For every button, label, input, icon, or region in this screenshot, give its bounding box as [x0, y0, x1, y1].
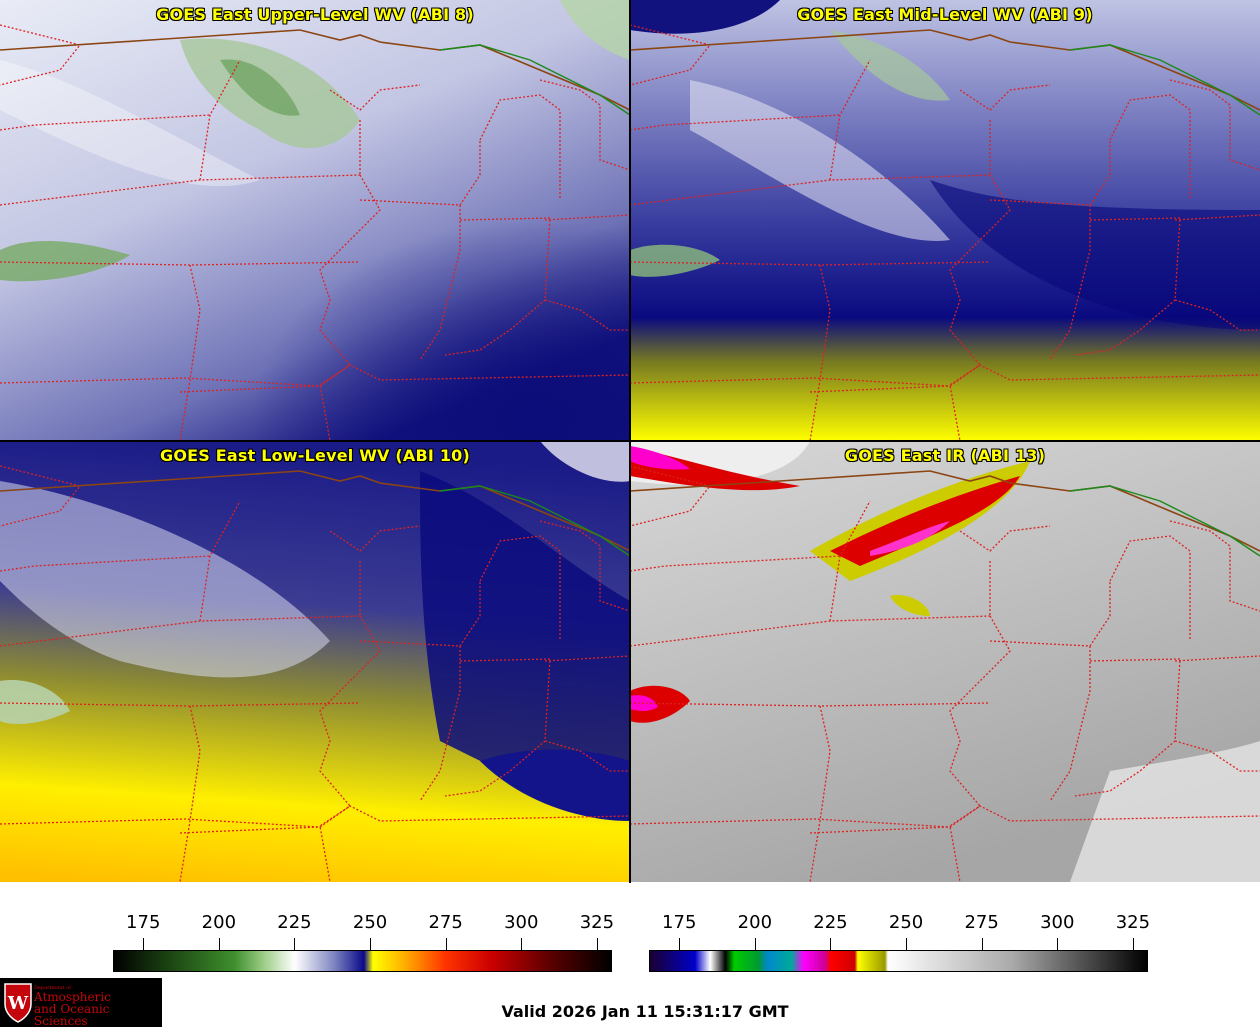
panel-title: GOES East Upper-Level WV (ABI 8)	[156, 5, 474, 24]
colorbar-tick-label: 225	[277, 912, 312, 933]
colorbar-tick-label: 200	[737, 912, 773, 933]
colorbar-tick	[445, 938, 447, 950]
colorbar-tick	[981, 938, 983, 950]
aos-logo-line2: Atmospheric	[34, 990, 111, 1004]
low-wv-image	[0, 441, 630, 882]
colorbar-tick	[596, 938, 598, 950]
colorbar-tick-label: 300	[504, 912, 539, 933]
aos-logo: W Department of Atmospheric and Oceanic …	[0, 978, 162, 1027]
uw-crest-icon: W	[4, 983, 32, 1023]
colorbar-tick	[370, 938, 372, 950]
panel-ir: GOES East IR (ABI 13)	[630, 441, 1260, 882]
colorbar-tick	[143, 938, 145, 950]
colorbar-wv: 175 200 225 250 275 300 325	[113, 912, 615, 982]
colorbar-tick-label: 225	[813, 912, 848, 933]
valid-time: Valid 2026 Jan 11 15:31:17 GMT	[501, 1002, 789, 1021]
colorbar-tick-label: 175	[126, 912, 161, 933]
colorbar-tick-label: 325	[579, 912, 615, 933]
colorbar-tick-label: 275	[964, 912, 999, 933]
colorbar-tick	[1057, 938, 1059, 950]
colorbar-tick-label: 250	[352, 912, 388, 933]
mid-wv-image	[630, 0, 1260, 441]
colorbar-tick	[218, 938, 220, 950]
colorbar-tick-label: 250	[888, 912, 924, 933]
panel-upper-wv: GOES East Upper-Level WV (ABI 8)	[0, 0, 630, 441]
ir-image	[630, 441, 1260, 882]
colorbar-tick	[1132, 938, 1134, 950]
colorbar-tick-label: 275	[428, 912, 463, 933]
uw-crest-letter: W	[7, 993, 29, 1014]
colorbar-tick-label: 300	[1040, 912, 1075, 933]
colorbar-tick	[830, 938, 832, 950]
panel-low-wv: GOES East Low-Level WV (ABI 10)	[0, 441, 630, 882]
panel-title: GOES East IR (ABI 13)	[844, 446, 1046, 465]
aos-logo-text: Department of Atmospheric and Oceanic Sc…	[34, 985, 162, 1028]
panel-title: GOES East Mid-Level WV (ABI 9)	[797, 5, 1093, 24]
colorbar-tick-label: 175	[662, 912, 697, 933]
colorbar-tick	[294, 938, 296, 950]
colorbar-tick-label: 325	[1115, 912, 1151, 933]
colorbar-wv-gradient	[113, 950, 612, 972]
colorbar-tick-label: 200	[201, 912, 237, 933]
panel-divider-horizontal	[0, 440, 1260, 442]
colorbar-ir-gradient	[649, 950, 1148, 972]
upper-wv-image	[0, 0, 630, 441]
colorbar-tick	[521, 938, 523, 950]
colorbar-tick	[754, 938, 756, 950]
panel-title: GOES East Low-Level WV (ABI 10)	[159, 446, 470, 465]
aos-logo-line1: Department of	[34, 985, 71, 991]
colorbar-tick	[906, 938, 908, 950]
panel-mid-wv: GOES East Mid-Level WV (ABI 9)	[630, 0, 1260, 441]
colorbar-tick	[679, 938, 681, 950]
colorbar-ir: 175 200 225 250 275 300 325	[649, 912, 1151, 982]
aos-logo-line3: and Oceanic Sciences	[34, 1002, 110, 1028]
